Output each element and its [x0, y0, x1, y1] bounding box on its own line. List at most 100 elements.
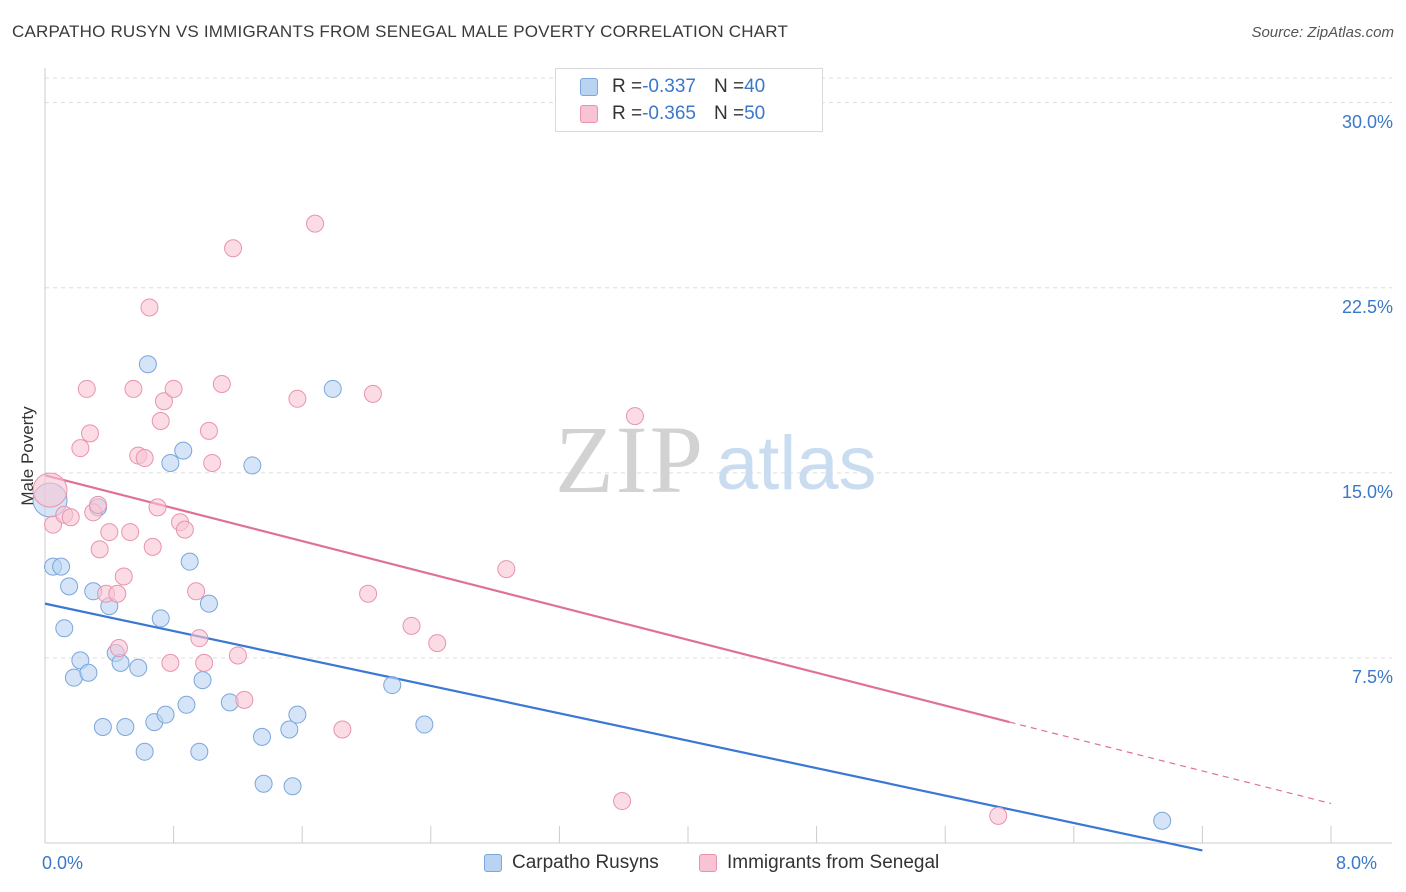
point-carpatho — [383, 676, 402, 695]
point-carpatho — [243, 456, 262, 475]
point-senegal — [363, 384, 382, 403]
legend-r-value: -0.337 — [642, 76, 696, 97]
y-tick-label: 15.0% — [1341, 481, 1393, 502]
legend-n-label: N = — [713, 103, 745, 124]
point-carpatho — [288, 705, 307, 724]
point-senegal — [100, 523, 119, 542]
y-tick-label: 7.5% — [1351, 666, 1393, 687]
point-senegal — [140, 298, 159, 317]
trendlines — [44, 474, 1332, 852]
point-carpatho — [1153, 811, 1172, 830]
legend-swatch-blue — [580, 78, 598, 96]
point-carpatho — [253, 727, 272, 746]
point-senegal — [613, 792, 632, 811]
point-carpatho — [116, 718, 135, 737]
point-senegal — [989, 806, 1008, 825]
stats-legend: R = -0.337 N = 40 R = -0.365 N = 50 — [555, 68, 823, 132]
point-senegal — [109, 639, 128, 658]
point-senegal — [154, 392, 173, 411]
point-carpatho — [55, 619, 74, 638]
point-senegal — [89, 495, 108, 514]
point-senegal — [32, 472, 68, 508]
point-senegal — [77, 379, 96, 398]
x-tick-min: 0.0% — [42, 853, 84, 873]
point-senegal — [148, 498, 167, 517]
trendline-carpatho — [44, 602, 1203, 852]
point-senegal — [81, 424, 100, 443]
point-carpatho — [199, 594, 218, 613]
bottom-legend-swatch-pink — [699, 854, 717, 872]
point-senegal — [61, 508, 80, 527]
legend-row-senegal: R = -0.365 N = 50 — [580, 102, 765, 126]
point-carpatho — [177, 695, 196, 714]
point-carpatho — [415, 715, 434, 734]
point-senegal — [161, 653, 180, 672]
data-points — [32, 214, 1172, 830]
point-carpatho — [79, 663, 98, 682]
point-senegal — [199, 421, 218, 440]
legend-n-value: 40 — [744, 76, 766, 97]
legend-r-label: R = — [612, 103, 643, 124]
point-carpatho — [174, 441, 193, 460]
point-senegal — [228, 646, 247, 665]
watermark-atlas: atlas — [716, 421, 877, 506]
point-carpatho — [190, 742, 209, 761]
watermark: ZIP atlas — [555, 406, 877, 513]
point-carpatho — [180, 552, 199, 571]
point-carpatho — [93, 718, 112, 737]
point-senegal — [212, 375, 231, 393]
point-senegal — [164, 379, 183, 398]
point-carpatho — [138, 355, 157, 374]
gridlines — [45, 77, 1392, 659]
point-senegal — [151, 412, 170, 431]
point-carpatho — [129, 658, 148, 677]
legend-r-value: -0.365 — [642, 103, 696, 124]
bottom-legend-senegal: Immigrants from Senegal — [699, 852, 939, 874]
legend-row-carpatho: R = -0.337 N = 40 — [580, 75, 765, 99]
legend-n-label: N = — [713, 76, 745, 97]
point-senegal — [224, 239, 243, 258]
point-carpatho — [151, 609, 170, 628]
point-senegal — [359, 584, 378, 603]
point-carpatho — [111, 653, 130, 672]
point-senegal — [497, 560, 516, 579]
bottom-legend-carpatho: Carpatho Rusyns — [484, 852, 659, 874]
point-senegal — [121, 523, 140, 542]
point-senegal — [124, 379, 143, 398]
legend-r-label: R = — [612, 76, 643, 97]
point-senegal — [203, 453, 222, 472]
y-axis-label: Male Poverty — [18, 406, 37, 506]
point-senegal — [90, 540, 109, 559]
trendline-senegal-extension — [1009, 721, 1332, 805]
bottom-legend-swatch-blue — [484, 854, 502, 872]
legend-swatch-pink — [580, 105, 598, 123]
point-carpatho — [280, 720, 299, 739]
point-senegal — [625, 407, 644, 426]
point-senegal — [402, 616, 421, 635]
point-senegal — [306, 214, 325, 233]
bottom-legend-label-carpatho: Carpatho Rusyns — [512, 852, 659, 873]
point-carpatho — [161, 453, 180, 472]
point-carpatho — [254, 774, 273, 793]
point-senegal — [175, 520, 194, 539]
point-senegal — [114, 567, 133, 586]
watermark-zip: ZIP — [555, 406, 705, 513]
y-tick-label: 22.5% — [1341, 296, 1393, 317]
chart-title: CARPATHO RUSYN VS IMMIGRANTS FROM SENEGA… — [12, 22, 789, 41]
point-carpatho — [135, 742, 154, 761]
point-senegal — [190, 629, 209, 648]
bottom-legend-label-senegal: Immigrants from Senegal — [727, 852, 940, 873]
legend-n-value: 50 — [744, 103, 766, 124]
point-carpatho — [323, 379, 342, 398]
point-carpatho — [52, 557, 71, 576]
point-senegal — [187, 582, 206, 601]
point-senegal — [195, 653, 214, 672]
x-tick-max: 8.0% — [1336, 853, 1378, 873]
y-tick-label: 30.0% — [1341, 111, 1393, 132]
point-senegal — [135, 449, 154, 468]
point-carpatho — [60, 577, 79, 596]
point-senegal — [428, 634, 447, 653]
point-carpatho — [283, 777, 302, 796]
point-carpatho — [193, 671, 212, 690]
